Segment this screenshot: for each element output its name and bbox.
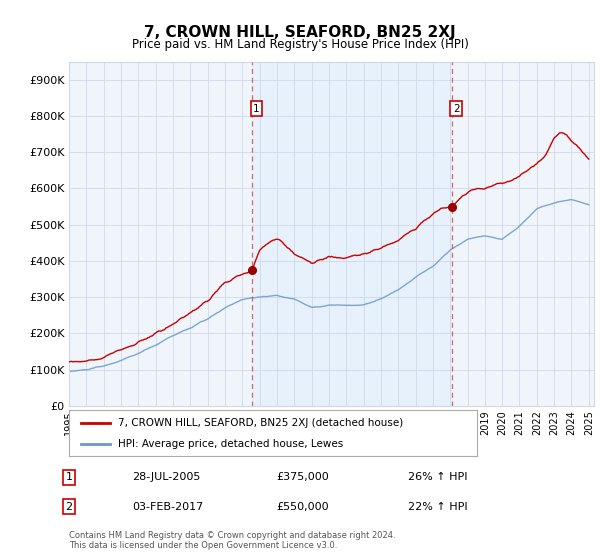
Text: 7, CROWN HILL, SEAFORD, BN25 2XJ (detached house): 7, CROWN HILL, SEAFORD, BN25 2XJ (detach… [118, 418, 403, 428]
Text: £550,000: £550,000 [276, 502, 329, 512]
Text: 28-JUL-2005: 28-JUL-2005 [132, 472, 200, 482]
Text: £375,000: £375,000 [276, 472, 329, 482]
Text: 03-FEB-2017: 03-FEB-2017 [132, 502, 203, 512]
Text: 1: 1 [253, 104, 260, 114]
Text: 2: 2 [453, 104, 460, 114]
Text: 2: 2 [65, 502, 73, 512]
Text: 26% ↑ HPI: 26% ↑ HPI [408, 472, 467, 482]
Text: Price paid vs. HM Land Registry's House Price Index (HPI): Price paid vs. HM Land Registry's House … [131, 38, 469, 51]
Text: Contains HM Land Registry data © Crown copyright and database right 2024.
This d: Contains HM Land Registry data © Crown c… [69, 530, 395, 550]
Bar [252, 62, 452, 406]
Text: HPI: Average price, detached house, Lewes: HPI: Average price, detached house, Lewe… [118, 438, 343, 449]
Text: 1: 1 [65, 472, 73, 482]
Text: 7, CROWN HILL, SEAFORD, BN25 2XJ: 7, CROWN HILL, SEAFORD, BN25 2XJ [144, 25, 456, 40]
Text: 22% ↑ HPI: 22% ↑ HPI [408, 502, 467, 512]
